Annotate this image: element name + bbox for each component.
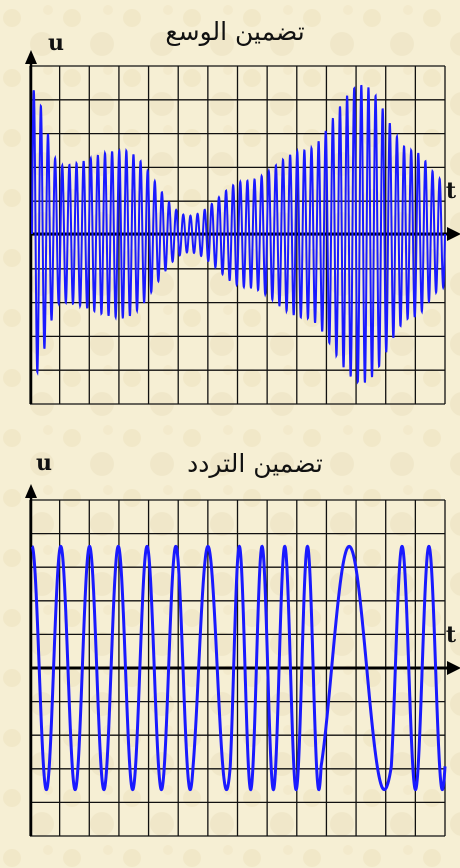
- am-chart-title: تضمين الوسع: [165, 17, 304, 47]
- am-signal-line: [31, 84, 446, 385]
- fm-signal-line: [30, 544, 447, 792]
- fm-x-axis-label: t: [446, 622, 457, 648]
- frequency-modulation-chart: تضمين التردد u t: [25, 449, 460, 837]
- fm-y-axis-label: u: [36, 450, 52, 476]
- am-x-axis-arrow: [447, 227, 460, 241]
- fm-x-axis-arrow: [447, 661, 460, 675]
- am-y-axis-arrow: [25, 50, 37, 64]
- amplitude-modulation-chart: تضمين الوسع u t: [25, 17, 460, 405]
- am-x-axis-label: t: [446, 178, 457, 204]
- fm-y-axis-arrow: [25, 484, 37, 498]
- am-y-axis-label: u: [48, 30, 64, 56]
- fm-axes: [25, 484, 460, 836]
- fm-chart-title: تضمين التردد: [187, 449, 323, 478]
